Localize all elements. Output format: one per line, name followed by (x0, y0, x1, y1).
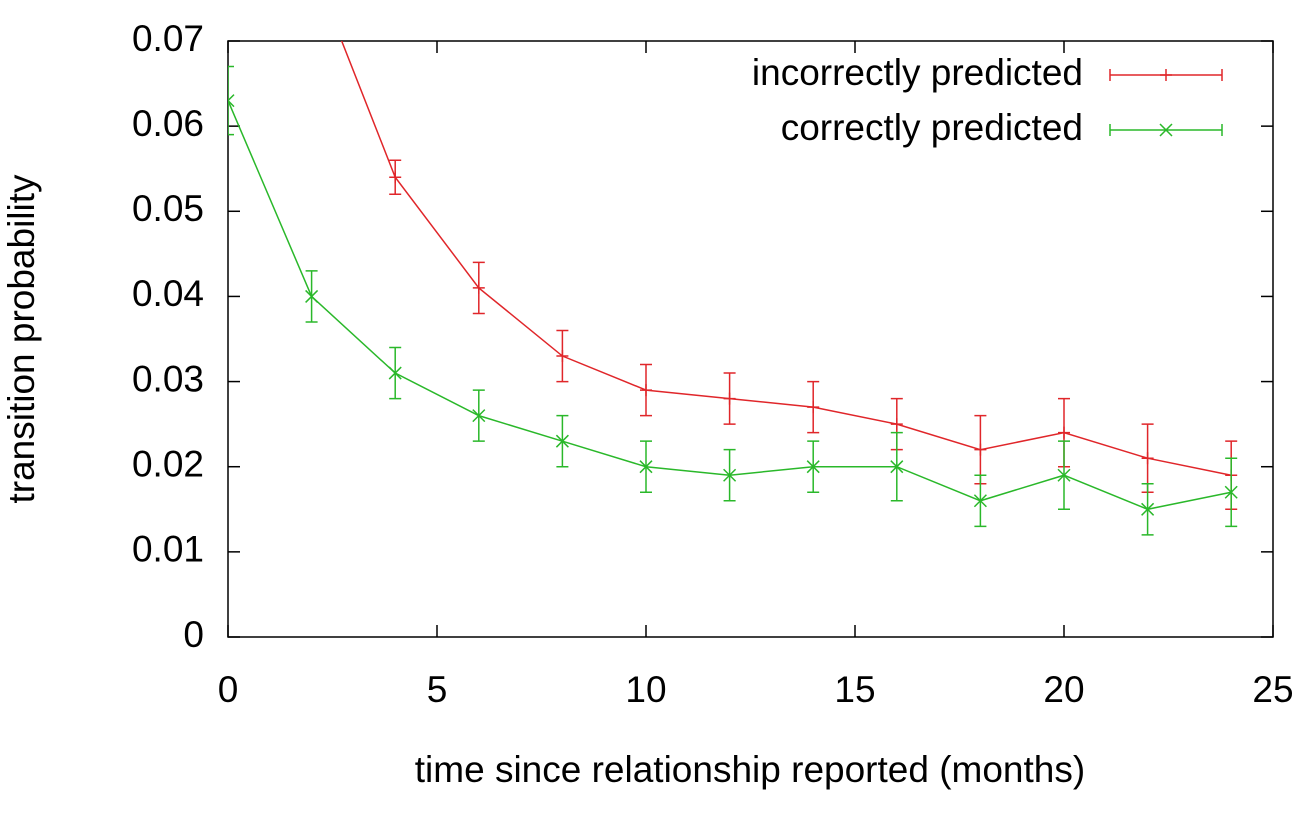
x-tick-label: 15 (834, 669, 875, 710)
y-tick-label: 0.07 (132, 18, 204, 59)
point-marker (890, 418, 903, 431)
point-marker (388, 366, 402, 380)
y-tick-label: 0.03 (132, 358, 204, 399)
point-marker (640, 384, 652, 397)
x-tick-label: 0 (218, 669, 239, 710)
point-marker (556, 350, 569, 363)
point-marker (1058, 426, 1070, 439)
point-marker (472, 281, 485, 294)
series-line (340, 41, 1232, 476)
point-marker (305, 289, 319, 303)
point-marker (1141, 452, 1154, 465)
point-marker (806, 460, 820, 474)
point-marker (389, 171, 402, 184)
point-marker (1159, 123, 1173, 137)
point-marker (723, 468, 737, 482)
x-tick-label: 5 (427, 669, 448, 710)
plot-area (228, 41, 1238, 536)
x-tick-label: 10 (625, 669, 666, 710)
legend-sample (1109, 123, 1223, 137)
y-axis-label: transition probability (1, 174, 42, 504)
point-marker (1224, 485, 1238, 499)
point-marker (807, 401, 820, 414)
point-marker (472, 409, 486, 423)
legend-label: incorrectly predicted (752, 52, 1083, 93)
point-marker (1160, 69, 1172, 81)
x-tick-label: 25 (1252, 669, 1293, 710)
point-marker (555, 434, 569, 448)
plot-frame (227, 40, 1274, 638)
legend-label: correctly predicted (781, 107, 1083, 148)
y-tick-label: 0.02 (132, 443, 204, 484)
point-marker (973, 494, 987, 508)
y-tick-label: 0.06 (132, 103, 204, 144)
x-axis-label: time since relationship reported (months… (415, 749, 1085, 790)
point-marker (974, 443, 987, 456)
point-marker (1141, 502, 1155, 516)
point-marker (1057, 468, 1071, 482)
y-tick-label: 0.05 (132, 188, 204, 229)
point-marker (890, 460, 904, 474)
y-tick-label: 0 (183, 614, 204, 655)
point-marker (723, 392, 736, 405)
y-tick-label: 0.04 (132, 273, 204, 314)
point-marker (639, 460, 653, 474)
legend-sample (1109, 69, 1223, 81)
point-marker (228, 94, 235, 108)
error-bar (228, 65, 234, 136)
y-tick-label: 0.01 (132, 529, 204, 570)
x-tick-label: 20 (1043, 669, 1084, 710)
series-line (228, 100, 1232, 511)
